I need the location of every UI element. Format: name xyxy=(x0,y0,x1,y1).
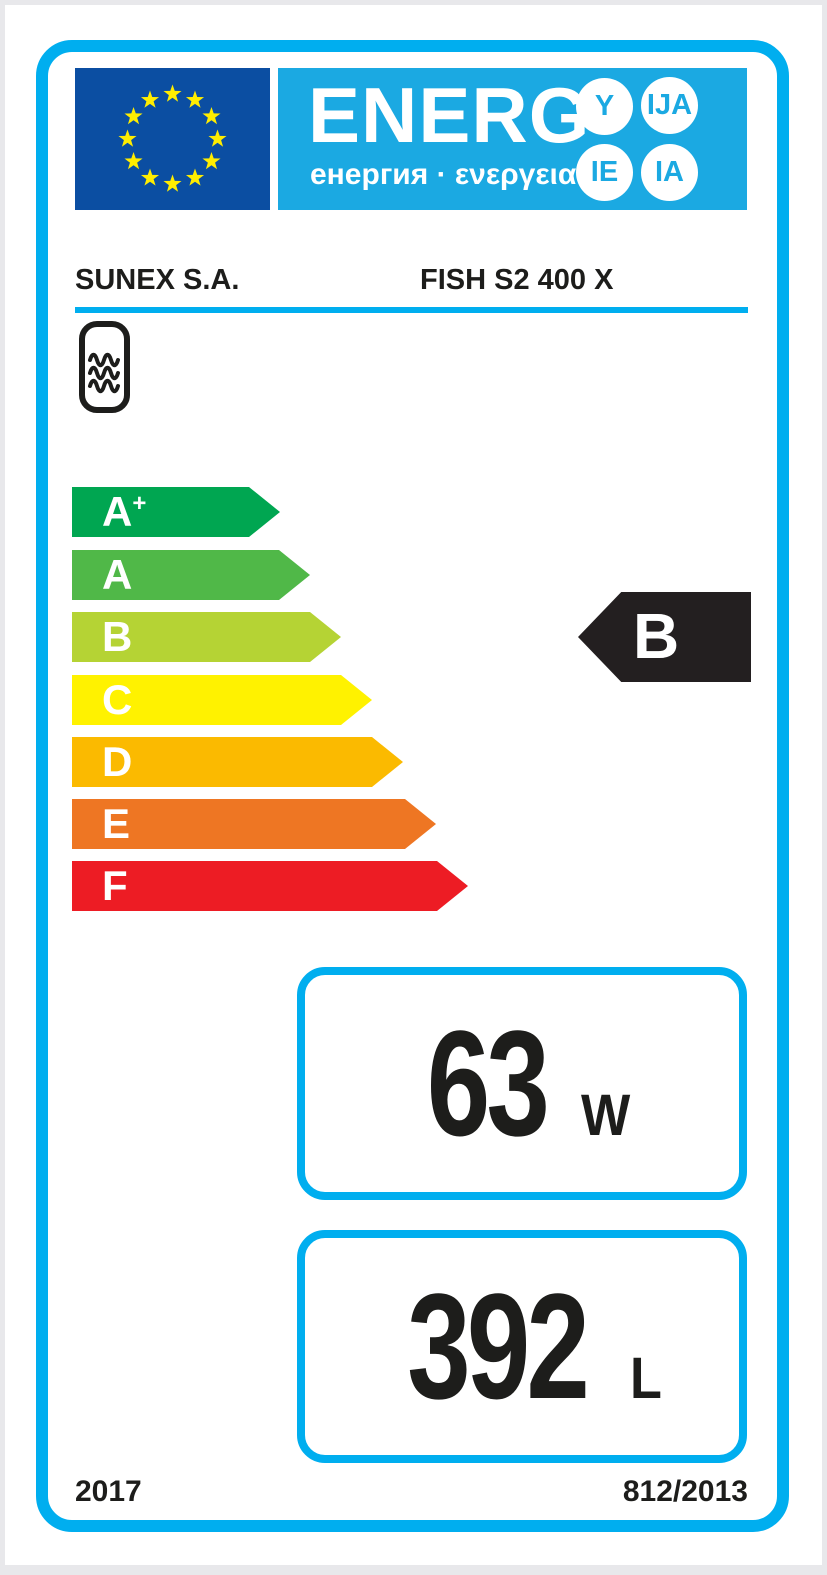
class-arrow-d: D xyxy=(72,737,403,787)
label-year: 2017 xyxy=(75,1475,142,1508)
rated-class-letter: B xyxy=(633,600,680,672)
suffix-circle-ija: IJA xyxy=(641,77,698,134)
grade-letter: F xyxy=(102,862,128,909)
class-arrow-c: C xyxy=(72,675,372,725)
storage-volume-unit: L xyxy=(629,1346,662,1411)
grade-letter: C xyxy=(102,676,133,723)
header-divider xyxy=(75,307,748,313)
eu-flag-icon xyxy=(75,68,270,210)
model-identifier: FISH S2 400 X xyxy=(420,264,614,296)
class-arrow-f: F xyxy=(72,861,468,911)
water-waves xyxy=(88,352,120,394)
standing-loss-value: 63 xyxy=(427,999,550,1167)
rated-class-arrow: B xyxy=(578,592,751,682)
storage-volume-line: 392 L xyxy=(379,1260,666,1433)
suffix-label: Y xyxy=(594,90,615,122)
grade-plus: + xyxy=(132,490,147,517)
energy-label: ENERG енергия · ενεργεια Y IJA IE IA SUN… xyxy=(36,40,789,1532)
suffix-label: IE xyxy=(590,156,619,188)
suffix-circle-ia: IA xyxy=(641,144,698,201)
grade-letter: A xyxy=(102,488,133,535)
standing-loss-box: 63 W xyxy=(297,967,747,1200)
class-arrow-b: B xyxy=(72,612,341,662)
class-arrow-e: E xyxy=(72,799,436,849)
hot-water-storage-tank-icon xyxy=(79,321,130,413)
grade-letter: D xyxy=(102,738,133,785)
regulation-number: 812/2013 xyxy=(622,1475,748,1508)
suffix-circle-y: Y xyxy=(576,78,633,135)
grade-letter: E xyxy=(102,800,131,847)
storage-volume-box: 392 L xyxy=(297,1230,747,1463)
energ-wordmark: ENERG xyxy=(308,71,591,159)
grade-letter: B xyxy=(102,613,133,660)
storage-volume-value: 392 xyxy=(406,1262,590,1430)
suffix-label: IJA xyxy=(646,89,693,121)
supplier-name: SUNEX S.A. xyxy=(75,264,240,296)
energ-subtitle: енергия · ενεργεια xyxy=(310,158,577,191)
label-inner: ENERG енергия · ενεργεια Y IJA IE IA SUN… xyxy=(48,52,777,1520)
suffix-circle-ie: IE xyxy=(576,144,633,201)
class-arrow-a-plus: A+ xyxy=(72,487,280,537)
class-arrow-a: A xyxy=(72,550,310,600)
grade-letter: A xyxy=(102,551,133,598)
energ-banner: ENERG енергия · ενεργεια Y IJA IE IA xyxy=(278,68,747,210)
standing-loss-unit: W xyxy=(581,1083,631,1148)
suffix-label: IA xyxy=(655,156,684,188)
standing-loss-line: 63 W xyxy=(408,997,636,1170)
